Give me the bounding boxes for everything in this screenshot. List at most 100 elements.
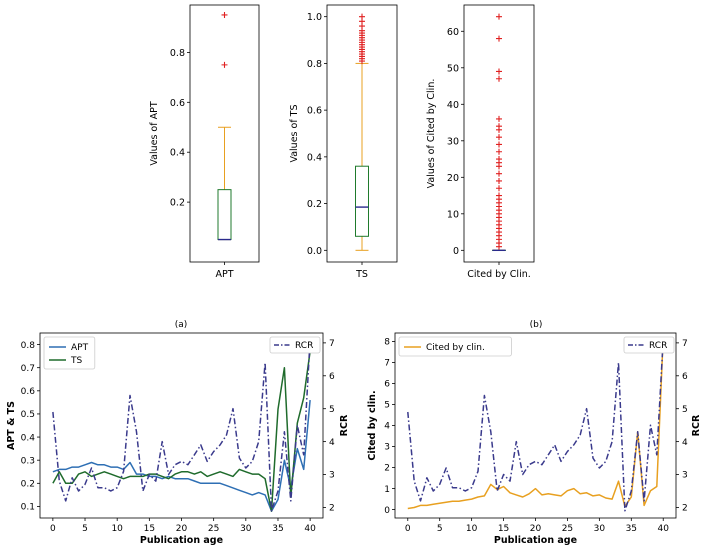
y-right-tick-label: 5	[329, 405, 335, 415]
y-right-tick-label: 2	[682, 504, 688, 514]
boxplot-cited-by-clin: 0 10 20 30 40 50 60 Cited by Clin. Values of Cit…	[426, 4, 535, 280]
y-right-tick-label: 2	[329, 504, 335, 514]
x-tick-label: 20	[530, 524, 542, 534]
y-right-tick-label: 7	[329, 339, 335, 349]
x-axis-label: Publication age	[494, 535, 577, 546]
outlier-point	[496, 68, 502, 75]
outlier-point	[496, 141, 502, 148]
series-line-ts	[52, 351, 311, 512]
caption-a: (a)	[175, 320, 188, 330]
y-tick-label: 0.8	[21, 341, 36, 351]
y-tick-label: 0.0	[307, 246, 322, 257]
caption-b: (b)	[530, 320, 543, 330]
y-axis-label: Values of Cited by Clin.	[426, 79, 437, 189]
y-tick-label: 0.6	[170, 98, 185, 109]
outlier-point	[359, 13, 365, 20]
x-tick-label: 30	[594, 524, 606, 534]
y-tick-label: 10	[447, 209, 459, 220]
series-line-cited-by-clin	[407, 337, 664, 510]
legend-box	[269, 336, 321, 354]
x-tick-label: 25	[208, 524, 219, 534]
y-tick-label: 0.4	[21, 433, 36, 443]
outlier-point	[496, 123, 502, 130]
y-tick-label: 0.2	[307, 199, 322, 210]
outlier-point	[221, 61, 228, 68]
y-tick-label: 0	[453, 246, 459, 257]
y-tick-label: 0.4	[170, 148, 185, 159]
legend-label: RCR	[649, 341, 667, 351]
x-tick-label: TS	[355, 269, 368, 280]
outlier-point	[496, 134, 502, 141]
plot-frame	[394, 332, 677, 519]
x-tick-label: 5	[437, 524, 443, 534]
outlier-point	[496, 192, 502, 199]
legend-label: TS	[70, 356, 82, 366]
legend-box	[398, 336, 512, 357]
y-tick-label: 0.4	[307, 152, 322, 163]
y-axis-label: Values of TS	[289, 104, 300, 162]
x-tick-label: 35	[626, 524, 637, 534]
x-tick-label: 25	[562, 524, 573, 534]
x-tick-label: 0	[405, 524, 411, 534]
legend-label: APT	[71, 343, 89, 353]
x-tick-label: 10	[466, 524, 478, 534]
y-axis-label: Cited by clin.	[367, 390, 378, 460]
y-tick-label: 0.2	[170, 198, 185, 209]
y-tick-label: 6	[384, 380, 390, 390]
y-axis-label: Values of APT	[149, 101, 160, 165]
x-tick-label: 40	[304, 524, 316, 534]
y-right-tick-label: 4	[682, 438, 688, 448]
box	[355, 165, 369, 237]
boxplot-ts: 0.0 0.2 0.4 0.6 0.8 1.0 TS Values of TS	[289, 4, 398, 280]
y-tick-label: 1.0	[307, 12, 322, 23]
outlier-point	[496, 35, 502, 42]
outlier-point	[221, 11, 228, 18]
y-tick-label: 4	[384, 422, 390, 432]
y-tick-label: 0.6	[21, 387, 36, 397]
x-tick-label: 20	[176, 524, 188, 534]
y-tick-label: 3	[384, 443, 390, 453]
series-line-apt	[52, 400, 311, 512]
x-tick-label: 15	[144, 524, 155, 534]
y-tick-label: 0.5	[21, 410, 35, 420]
outlier-point	[496, 148, 502, 155]
legend-box	[43, 336, 96, 370]
y-tick-label: 1	[384, 485, 390, 495]
x-tick-label: 35	[272, 524, 283, 534]
y-tick-label: 50	[447, 63, 459, 74]
outlier-point	[496, 156, 502, 163]
y-tick-label: 2	[384, 464, 390, 474]
series-line-rcr	[407, 339, 664, 512]
y-axis-label: APT & TS	[6, 401, 17, 450]
boxplot-apt: 0.2 0.4 0.6 0.8 APT Values of APT	[149, 4, 260, 280]
legend-label: Cited by clin.	[426, 343, 485, 353]
legend-label: RCR	[295, 341, 313, 351]
x-tick-label: 15	[498, 524, 509, 534]
y-tick-label: 0	[384, 506, 390, 516]
y-right-axis-label: RCR	[691, 414, 702, 436]
y-tick-label: 7	[384, 359, 390, 369]
box	[217, 189, 232, 241]
y-tick-label: 8	[384, 338, 390, 348]
y-tick-label: 30	[447, 136, 459, 147]
y-tick-label: 0.8	[307, 59, 322, 70]
outlier-point	[496, 170, 502, 177]
x-tick-label: Cited by Clin.	[467, 269, 531, 280]
outlier-point	[496, 115, 502, 122]
y-tick-label: 40	[447, 100, 459, 111]
y-right-tick-label: 4	[329, 438, 335, 448]
x-tick-label: 40	[658, 524, 670, 534]
y-tick-label: 20	[447, 173, 459, 184]
x-axis-label: Publication age	[140, 535, 223, 546]
legend-box	[623, 336, 675, 354]
y-tick-label: 0.1	[21, 503, 35, 513]
x-tick-label: 0	[50, 524, 56, 534]
y-tick-label: 0.3	[21, 456, 35, 466]
y-tick-label: 60	[447, 27, 459, 38]
outlier-point	[496, 75, 502, 82]
y-right-tick-label: 7	[682, 339, 688, 349]
y-tick-label: 0.8	[170, 48, 185, 59]
